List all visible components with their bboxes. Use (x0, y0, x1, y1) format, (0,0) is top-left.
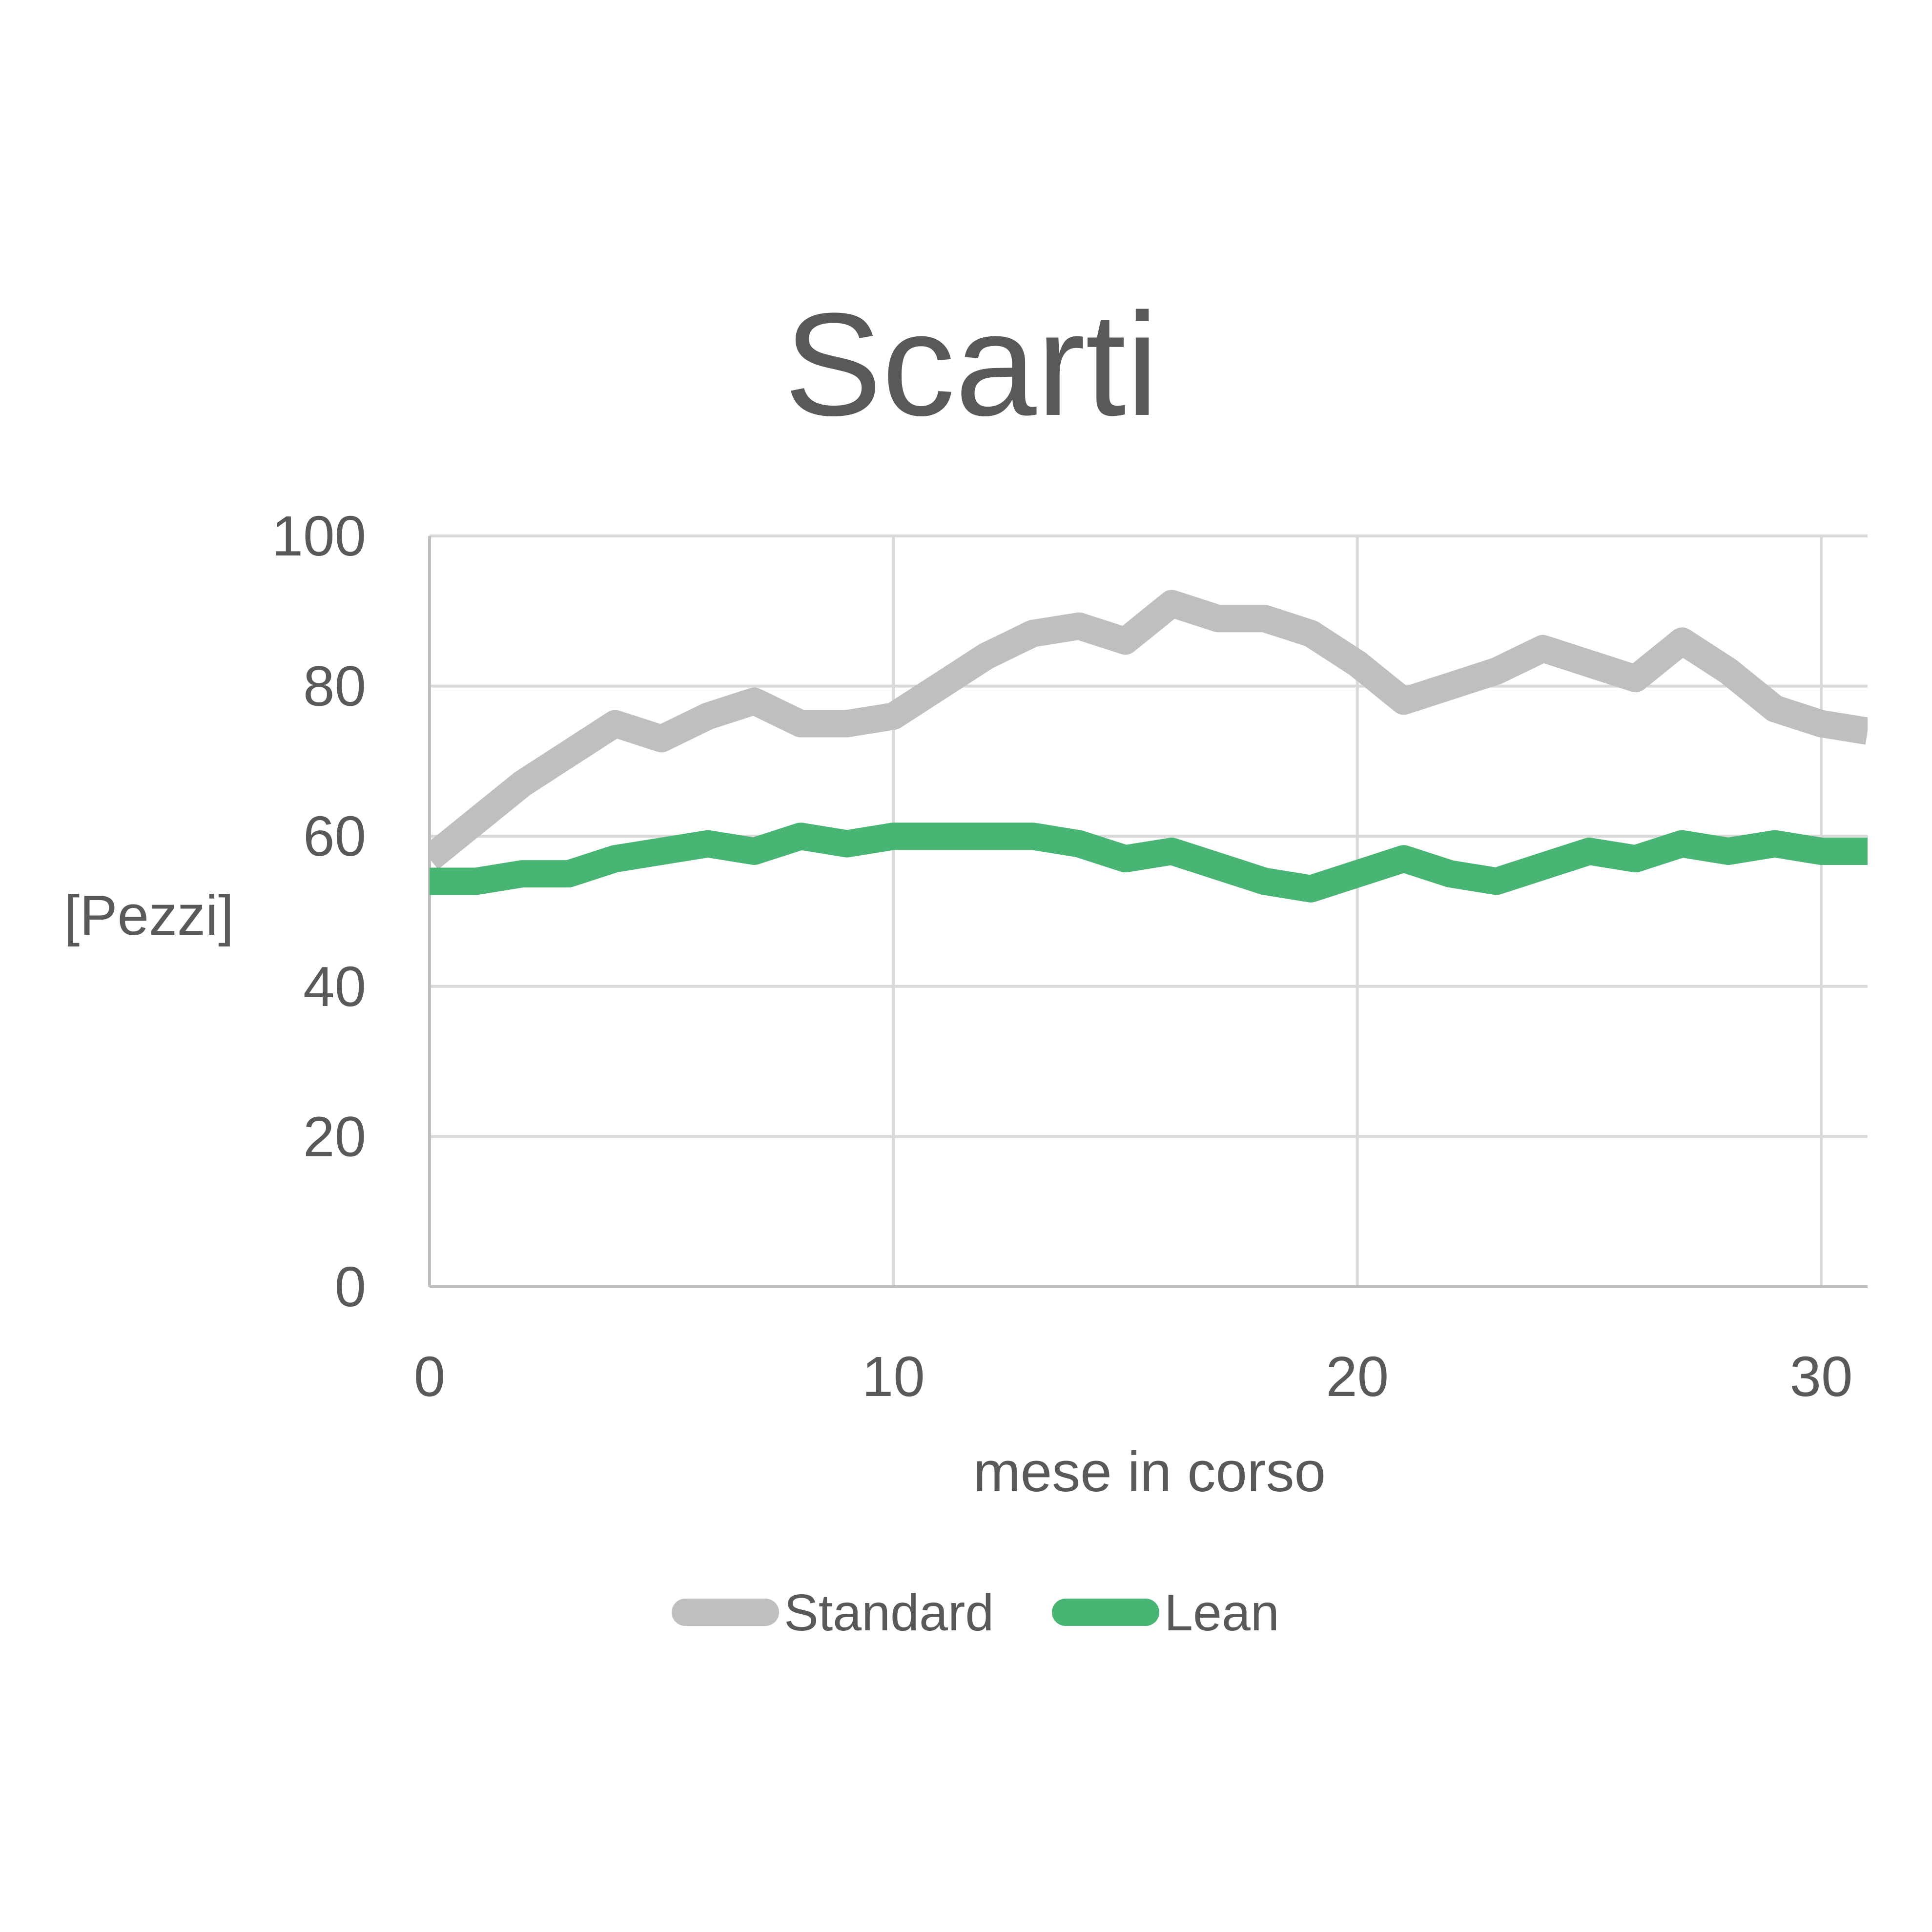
y-axis-title: [Pezzi] (64, 884, 234, 947)
axes (428, 536, 1868, 1288)
y-tick-label: 80 (303, 655, 366, 718)
x-tick-label: 10 (862, 1345, 925, 1408)
series-line-standard (430, 590, 1868, 870)
legend-label-lean: Lean (1164, 1584, 1279, 1642)
series-line-lean (430, 822, 1868, 903)
x-tick-label: 20 (1326, 1345, 1389, 1408)
y-tick-label: 0 (334, 1255, 366, 1318)
legend-label-standard: Standard (784, 1584, 994, 1642)
y-tick-label: 20 (303, 1105, 366, 1168)
x-tick-label: 0 (414, 1345, 446, 1408)
y-tick-label: 40 (303, 955, 366, 1018)
tick-labels: 0 20 40 60 80 100 0 10 20 30 (271, 504, 1852, 1408)
x-tick-label: 30 (1789, 1345, 1852, 1408)
plot-area (430, 590, 1868, 903)
y-tick-label: 100 (271, 504, 366, 568)
y-tick-label: 60 (303, 804, 366, 868)
x-axis-title: mese in corso (973, 1440, 1326, 1503)
legend: Standard Lean (672, 1584, 1279, 1642)
chart-title: Scarti (784, 282, 1159, 446)
